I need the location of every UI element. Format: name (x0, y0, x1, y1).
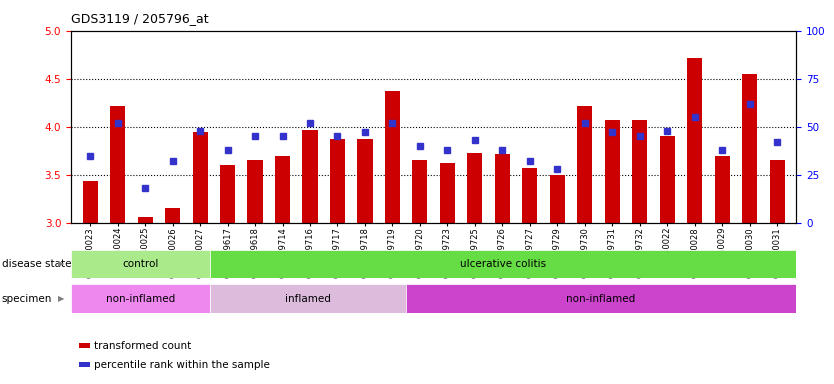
Text: GDS3119 / 205796_at: GDS3119 / 205796_at (71, 12, 208, 25)
Bar (605, 120, 620, 223)
Text: non-inflamed: non-inflamed (106, 293, 175, 304)
Text: transformed count: transformed count (94, 341, 192, 351)
Bar (248, 161, 263, 223)
Bar (687, 58, 702, 223)
Bar (406, 284, 796, 313)
Bar (303, 130, 318, 223)
Bar (358, 139, 373, 223)
Bar (330, 139, 345, 223)
Bar (210, 250, 796, 278)
Bar (385, 91, 400, 223)
Bar (193, 131, 208, 223)
Text: inflamed: inflamed (285, 293, 331, 304)
Bar (275, 156, 290, 223)
Text: ulcerative colitis: ulcerative colitis (460, 259, 546, 269)
Bar (715, 156, 730, 223)
Bar (550, 175, 565, 223)
Bar (71, 250, 210, 278)
Bar (632, 120, 647, 223)
Bar (577, 106, 592, 223)
Bar (210, 284, 406, 313)
Bar (495, 154, 510, 223)
Text: specimen: specimen (2, 293, 52, 304)
Bar (770, 161, 785, 223)
Text: disease state: disease state (2, 259, 71, 269)
Text: ▶: ▶ (58, 260, 64, 268)
Text: control: control (123, 259, 158, 269)
Text: non-inflamed: non-inflamed (566, 293, 636, 304)
Bar (742, 74, 757, 223)
Bar (522, 168, 537, 223)
Bar (165, 209, 180, 223)
Bar (467, 153, 482, 223)
Text: ▶: ▶ (58, 294, 64, 303)
Bar (138, 217, 153, 223)
Text: percentile rank within the sample: percentile rank within the sample (94, 360, 270, 370)
Bar (440, 163, 455, 223)
Bar (660, 136, 675, 223)
Bar (412, 161, 428, 223)
Bar (83, 182, 98, 223)
Bar (110, 106, 125, 223)
Bar (220, 165, 235, 223)
Bar (71, 284, 210, 313)
